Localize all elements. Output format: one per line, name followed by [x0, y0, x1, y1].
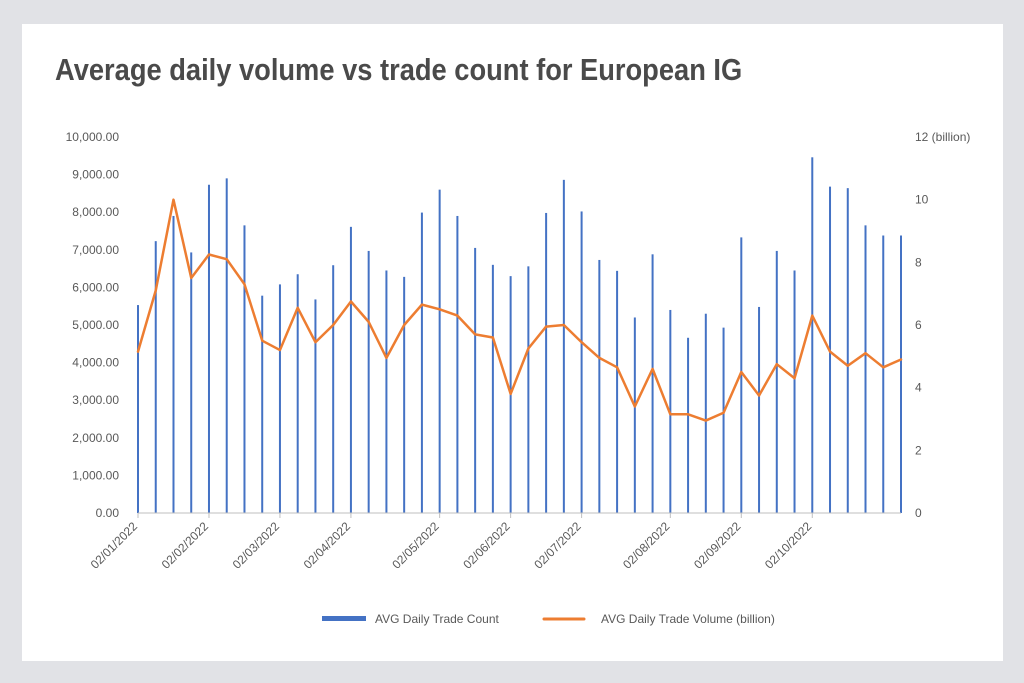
legend-label-trade-count: AVG Daily Trade Count: [375, 612, 499, 626]
bar: [580, 211, 583, 513]
y-tick-label: 5,000.00: [72, 318, 119, 332]
bar: [225, 178, 228, 514]
bar: [722, 327, 725, 513]
bar: [846, 188, 849, 513]
bar: [314, 299, 317, 513]
y2-tick-label: 12 (billion): [915, 130, 970, 144]
x-tick-label: 02/06/2022: [460, 519, 513, 572]
bar: [332, 265, 335, 513]
bar: [172, 215, 175, 513]
y2-tick-label: 4: [915, 381, 922, 395]
y-tick-label: 4,000.00: [72, 356, 119, 370]
x-axis: 02/01/2022 02/02/2022 02/03/2022 02/04/2022…: [88, 512, 901, 572]
y-tick-label: 10,000.00: [66, 130, 120, 144]
bar: [438, 189, 441, 513]
bar: [793, 270, 796, 513]
bar: [545, 212, 548, 513]
bar: [598, 259, 601, 513]
bar: [864, 225, 867, 514]
bar: [367, 250, 370, 513]
bar: [687, 337, 690, 513]
y2-tick-label: 0: [915, 506, 922, 520]
bar: [616, 270, 619, 513]
bar: [137, 305, 139, 513]
bar: [420, 212, 423, 513]
bar: [474, 247, 477, 514]
y2-tick-label: 10: [915, 193, 929, 207]
bar: [633, 317, 636, 513]
x-tick-label: 02/03/2022: [230, 519, 283, 572]
trade-volume-line: [136, 198, 903, 422]
bar: [758, 306, 761, 513]
x-tick-label: 02/01/2022: [88, 519, 141, 572]
bar: [811, 157, 814, 514]
y-tick-label: 2,000.00: [72, 431, 119, 445]
bar: [296, 274, 299, 513]
bar: [882, 235, 885, 513]
bar: [261, 295, 264, 513]
x-tick-label: 02/08/2022: [620, 519, 673, 572]
legend-label-trade-volume: AVG Daily Trade Volume (billion): [601, 612, 775, 626]
x-tick-label: 02/05/2022: [389, 519, 442, 572]
x-tick-label: 02/02/2022: [159, 519, 212, 572]
y-axis-right: 0 2 4 6 8 10 12 (billion): [915, 130, 970, 520]
x-tick-label: 02/10/2022: [762, 519, 815, 572]
bar: [403, 276, 406, 513]
bar: [562, 179, 565, 514]
y-tick-label: 7,000.00: [72, 243, 119, 257]
x-tick-label: 02/04/2022: [301, 519, 354, 572]
x-tick-label: 02/09/2022: [691, 519, 744, 572]
bar: [349, 226, 352, 514]
y2-tick-label: 2: [915, 443, 922, 457]
y-tick-label: 6,000.00: [72, 280, 119, 294]
chart-title: Average daily volume vs trade count for …: [55, 52, 743, 87]
bar: [775, 250, 778, 513]
y-axis-left: 0.00 1,000.00 2,000.00 3,000.00 4,000.00 5,00…: [66, 130, 120, 520]
y-tick-label: 8,000.00: [72, 205, 119, 219]
y-tick-label: 0.00: [96, 506, 120, 520]
bar: [190, 252, 193, 513]
x-tick-label: 02/07/2022: [531, 519, 584, 572]
bar: [651, 254, 654, 513]
bar: [704, 313, 707, 513]
bar: [900, 235, 902, 513]
bar: [154, 241, 157, 513]
y-tick-label: 1,000.00: [72, 468, 119, 482]
bar: [207, 184, 210, 513]
y-tick-label: 3,000.00: [72, 393, 119, 407]
bar: [278, 284, 281, 513]
y2-tick-label: 8: [915, 255, 922, 269]
y-tick-label: 9,000.00: [72, 168, 119, 182]
bar: [491, 264, 494, 513]
y2-tick-label: 6: [915, 318, 922, 332]
legend: AVG Daily Trade Count AVG Daily Trade Vol…: [322, 612, 775, 626]
bar: [740, 237, 743, 513]
bar: [456, 215, 459, 513]
legend-swatch-trade-count: [322, 616, 366, 621]
bar-series: [137, 157, 902, 514]
bar: [243, 225, 246, 514]
chart-card: Average daily volume vs trade count for …: [22, 24, 1003, 661]
bar: [385, 270, 388, 513]
bar: [527, 266, 530, 513]
chart-plot: 0.00 1,000.00 2,000.00 3,000.00 4,000.00 5,00…: [66, 130, 971, 626]
line-series: [136, 198, 903, 422]
